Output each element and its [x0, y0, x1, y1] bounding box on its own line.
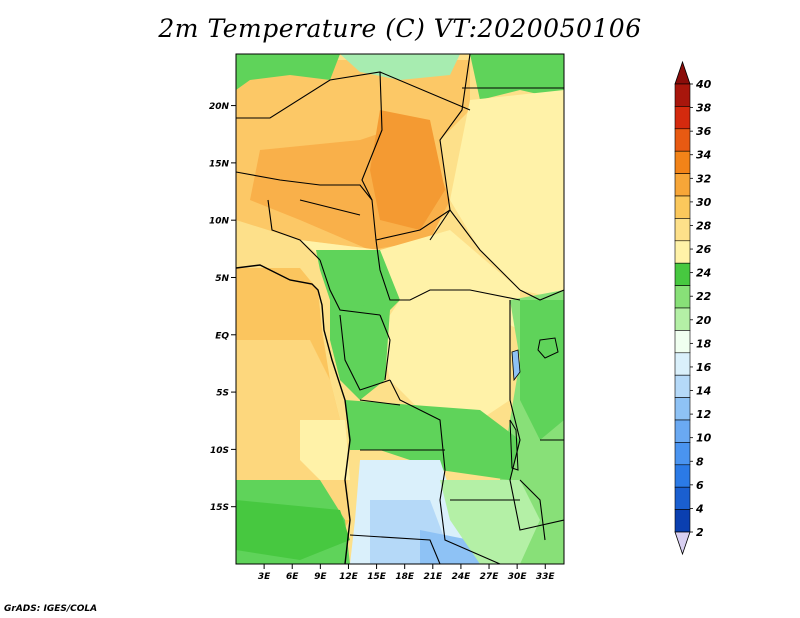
colorbar-box [674, 195, 691, 219]
lat-label: 10S [210, 446, 229, 456]
lat-label: 5S [216, 389, 229, 399]
lake-malawi [509, 419, 519, 471]
lat-label: EQ [215, 331, 229, 341]
colorbar-box [674, 374, 691, 398]
colorbar-label: 28 [696, 219, 712, 232]
colorbar-box [674, 173, 691, 197]
country-borders [236, 54, 564, 564]
colorbar-label: 2 [696, 526, 704, 539]
lon-label: 9E [314, 572, 327, 582]
colorbar-box [674, 509, 691, 533]
colorbar-label: 30 [696, 196, 712, 209]
colorbar-box [674, 307, 691, 331]
colorbar-box [674, 106, 691, 130]
colorbar-box [674, 285, 691, 309]
colorbar-box [674, 330, 691, 354]
colorbar-label: 14 [696, 385, 711, 398]
lon-label: 18E [395, 572, 415, 582]
colorbar-bottom-arrow [674, 531, 691, 556]
colorbar-label: 4 [695, 502, 704, 515]
lon-label: 24E [452, 572, 472, 582]
colorbar-box [674, 150, 691, 174]
colorbar-label: 40 [695, 78, 712, 91]
lake-tanganyika [511, 349, 521, 382]
colorbar-label: 16 [696, 361, 712, 374]
lat-label: 20N [209, 102, 230, 112]
coastline [236, 264, 351, 564]
colorbar-label: 34 [696, 149, 711, 162]
colorbar-box [674, 240, 691, 264]
colorbar-box [674, 486, 691, 510]
colorbar-box [674, 128, 691, 152]
lon-label: 33E [536, 572, 556, 582]
lake-victoria [537, 337, 559, 359]
temperature-field [236, 54, 564, 564]
grads-credit: GrADS: IGES/COLA [4, 604, 98, 614]
colorbar-box [674, 464, 691, 488]
colorbar-label: 10 [696, 432, 712, 445]
colorbar-box [674, 83, 691, 107]
colorbar-label: 38 [696, 102, 712, 115]
lat-label: 15S [210, 503, 229, 513]
lon-label: 15E [367, 572, 387, 582]
colorbar-label: 26 [696, 243, 712, 256]
colorbar-box [674, 442, 691, 466]
colorbar-label: 12 [696, 408, 712, 421]
latitude-labels: 20N 15N 10N 5N EQ 5S 10S 15S [209, 102, 236, 513]
lon-label: 12E [339, 572, 359, 582]
lon-label: 6E [286, 572, 299, 582]
colorbar-label: 32 [696, 172, 712, 185]
lat-label: 5N [215, 274, 229, 284]
colorbar-label: 8 [696, 455, 704, 468]
lat-label: 15N [209, 159, 230, 169]
colorbar-box [674, 419, 691, 443]
colorbar-label: 22 [696, 290, 712, 303]
lon-label: 27E [480, 572, 500, 582]
lon-label: 3E [258, 572, 271, 582]
colorbar-label: 20 [696, 314, 712, 327]
colorbar-label: 18 [696, 337, 712, 350]
lon-label: 30E [508, 572, 528, 582]
colorbar-top-arrow [674, 60, 691, 85]
colorbar-box [674, 397, 691, 421]
colorbar-label: 36 [696, 125, 712, 138]
lat-label: 10N [209, 217, 230, 227]
colorbar-label: 24 [696, 267, 711, 280]
colorbar-box [674, 218, 691, 242]
map-title: 2m Temperature (C) VT:2020050106 [158, 14, 642, 43]
colorbar-label: 6 [696, 479, 704, 492]
longitude-labels: 3E 6E 9E 12E 15E 18E 21E 24E 27E 30E 33E [258, 564, 556, 582]
colorbar-box [674, 262, 691, 286]
colorbar: 40 38 36 34 32 30 28 26 24 22 20 18 16 14 12 10 8 6 4 2 [674, 60, 712, 556]
map-frame [235, 53, 565, 565]
lon-label: 21E [423, 572, 443, 582]
colorbar-box [674, 352, 691, 376]
